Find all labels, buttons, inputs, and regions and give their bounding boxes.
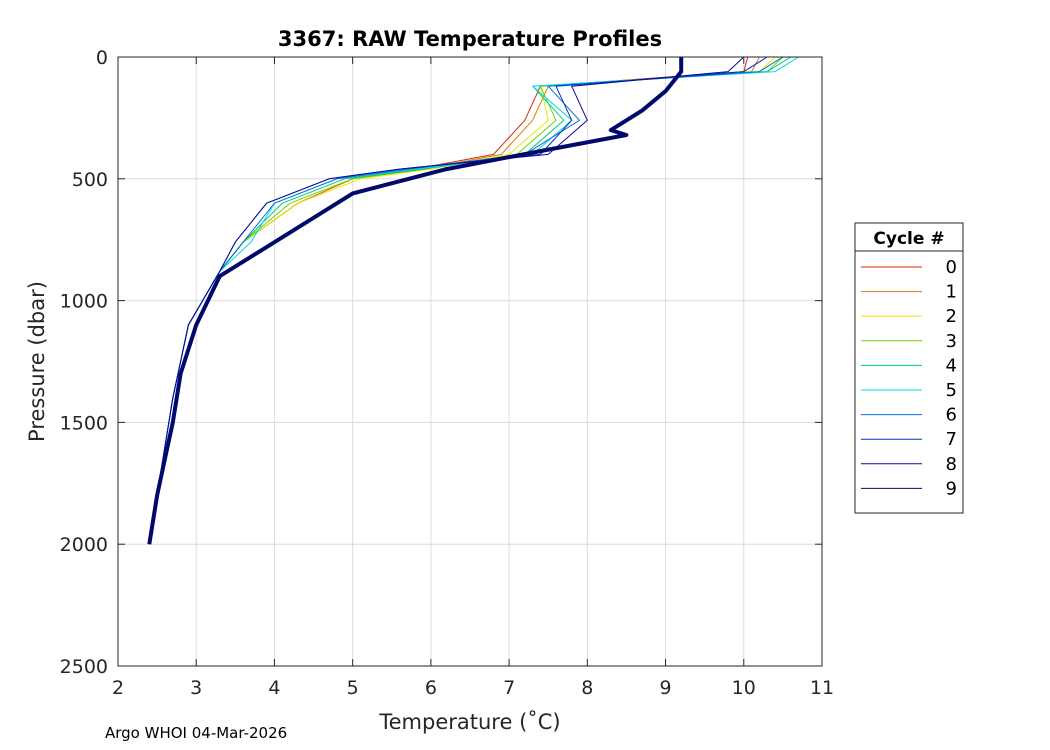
legend-label-0: 0 [946, 257, 957, 278]
legend-label-2: 2 [946, 306, 957, 327]
y-tick-label: 500 [72, 169, 108, 191]
legend-items: 0 1 2 3 4 5 6 7 8 9 [861, 257, 957, 499]
legend-label-5: 5 [946, 380, 957, 401]
chart-title: 3367: RAW Temperature Profiles [278, 27, 662, 51]
x-axis-label: Temperature (˚C) [378, 710, 560, 734]
legend-label-7: 7 [946, 429, 957, 450]
x-tick-label: 8 [581, 677, 593, 699]
plot-frame [117, 56, 823, 667]
y-tick-label: 0 [96, 47, 108, 69]
x-tick-label: 6 [425, 677, 437, 699]
legend-label-4: 4 [946, 355, 957, 376]
x-tick-label: 9 [660, 677, 672, 699]
legend: Cycle # 0 1 2 3 4 5 6 7 8 9 [854, 222, 964, 514]
x-tick-label: 7 [503, 677, 515, 699]
y-tick-label: 1000 [60, 291, 108, 313]
x-tick-label: 10 [732, 677, 756, 699]
y-tick-label: 2500 [60, 656, 108, 678]
y-tick-label: 2000 [60, 534, 108, 556]
y-axis-label: Pressure (dbar) [25, 281, 49, 442]
x-tick-label: 11 [810, 677, 834, 699]
axes: 2 3 4 5 6 7 8 9 10 11 0 500 1000 1500 2000 2500 [60, 47, 834, 699]
legend-label-9: 9 [946, 478, 957, 499]
x-tick-label: 3 [190, 677, 202, 699]
y-tick-label: 1500 [60, 412, 108, 434]
series-line-8 [148, 56, 745, 545]
legend-title: Cycle # [873, 229, 944, 249]
legend-label-1: 1 [946, 282, 957, 303]
series-lines [147, 56, 799, 545]
footer-credit: Argo WHOI 04-Mar-2026 [105, 724, 288, 742]
x-tick-label: 5 [347, 677, 359, 699]
x-tick-label: 4 [268, 677, 280, 699]
x-tick-label: 2 [112, 677, 124, 699]
series-line-9 [147, 57, 684, 545]
legend-label-3: 3 [946, 331, 957, 352]
grid [118, 57, 822, 666]
legend-label-8: 8 [946, 454, 957, 475]
legend-label-6: 6 [946, 405, 957, 426]
legend-box [854, 222, 964, 514]
